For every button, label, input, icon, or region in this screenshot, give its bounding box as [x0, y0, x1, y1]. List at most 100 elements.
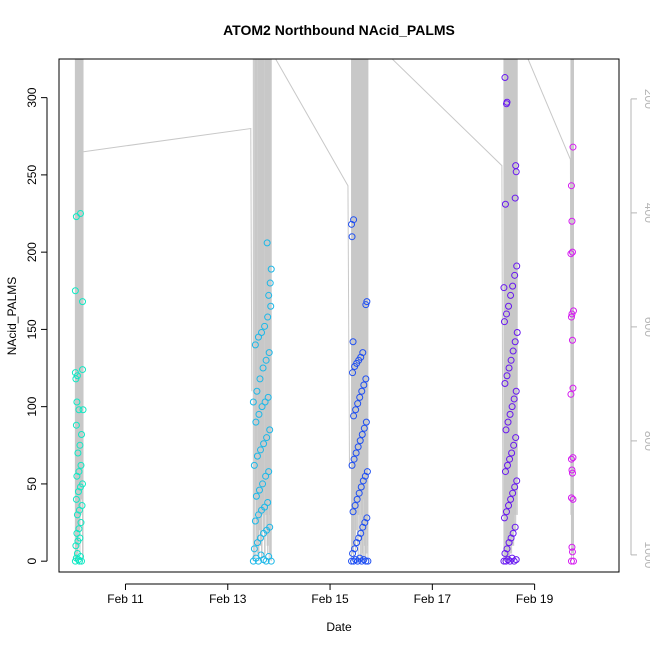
data-point: [507, 534, 515, 542]
data-point: [567, 182, 575, 190]
data-point: [250, 461, 258, 469]
data-point: [511, 483, 519, 491]
y-tick-label: 150: [25, 319, 39, 339]
data-point: [77, 461, 85, 469]
data-point: [569, 143, 577, 151]
data-point: [256, 375, 264, 383]
data-point: [511, 194, 519, 202]
right-y-axis: 200 400 600 800 1000: [630, 89, 650, 569]
data-point: [267, 265, 275, 273]
data-point: [508, 449, 516, 457]
data-point: [507, 356, 515, 364]
data-point: [358, 430, 366, 438]
data-point: [364, 557, 372, 565]
data-point: [513, 477, 521, 485]
right-tick-label: 800: [642, 431, 650, 451]
x-tick-label: Feb 15: [311, 592, 349, 606]
data-point: [256, 446, 264, 454]
y-axis-label: NAcid_PALMS: [5, 277, 19, 355]
data-point: [250, 545, 258, 553]
data-point: [512, 556, 520, 564]
data-point: [569, 557, 577, 565]
data-point: [362, 375, 370, 383]
data-point: [351, 502, 359, 510]
data-point: [568, 336, 576, 344]
data-point: [78, 502, 86, 510]
data-point: [504, 418, 512, 426]
plot-frame: [58, 58, 620, 573]
data-point: [362, 557, 370, 565]
altitude-track-layer: [74, 59, 574, 562]
data-point: [74, 449, 82, 457]
right-tick-label: 1000: [642, 542, 650, 569]
data-point: [266, 279, 274, 287]
data-point: [76, 210, 84, 218]
data-point: [353, 539, 361, 547]
data-point: [567, 455, 575, 463]
data-point: [72, 421, 80, 429]
data-point: [568, 217, 576, 225]
data-point: [510, 557, 518, 565]
data-point: [509, 282, 517, 290]
data-point: [73, 529, 81, 537]
data-point: [569, 307, 577, 315]
data-point: [359, 477, 367, 485]
data-point: [511, 338, 519, 346]
data-point: [510, 395, 518, 403]
data-point: [501, 200, 509, 208]
data-point: [568, 248, 576, 256]
data-point: [75, 557, 83, 565]
data-point: [508, 403, 516, 411]
data-point: [513, 328, 521, 336]
data-point: [363, 514, 371, 522]
data-point: [266, 523, 274, 531]
data-point: [501, 549, 509, 557]
data-point: [266, 426, 274, 434]
data-point: [349, 549, 357, 557]
data-point: [363, 298, 371, 306]
data-point: [261, 322, 269, 330]
data-point: [569, 454, 577, 462]
y-tick-label: 50: [25, 477, 39, 491]
data-point: [348, 233, 356, 241]
data-point: [265, 349, 273, 357]
data-point: [360, 381, 368, 389]
altitude-transit-segment: [527, 59, 572, 515]
data-point: [264, 313, 272, 321]
data-point: [363, 468, 371, 476]
data-point: [249, 398, 257, 406]
data-point: [75, 468, 83, 476]
data-point: [501, 74, 509, 82]
data-point: [567, 250, 575, 258]
data-point: [568, 548, 576, 556]
data-point: [260, 440, 268, 448]
data-point: [71, 369, 79, 377]
data-point: [512, 387, 520, 395]
y-tick-label: 300: [25, 87, 39, 107]
data-point: [504, 461, 512, 469]
data-point: [349, 369, 357, 377]
data-point: [568, 543, 576, 551]
data-point: [75, 406, 83, 414]
data-point: [569, 384, 577, 392]
data-point: [567, 494, 575, 502]
data-point: [568, 466, 576, 474]
data-point: [255, 410, 263, 418]
data-point: [354, 400, 362, 408]
data-point: [502, 508, 510, 516]
data-point: [509, 529, 517, 537]
data-point: [355, 534, 363, 542]
x-tick-label: Feb 19: [516, 592, 554, 606]
right-tick-label: 400: [642, 203, 650, 223]
data-point: [265, 291, 273, 299]
data-point: [513, 262, 521, 270]
data-point: [254, 557, 262, 565]
data-point: [357, 529, 365, 537]
data-point: [500, 284, 508, 292]
data-point: [507, 495, 515, 503]
data-point: [505, 302, 513, 310]
data-point: [359, 349, 367, 357]
data-point: [72, 495, 80, 503]
data-point: [362, 301, 370, 309]
